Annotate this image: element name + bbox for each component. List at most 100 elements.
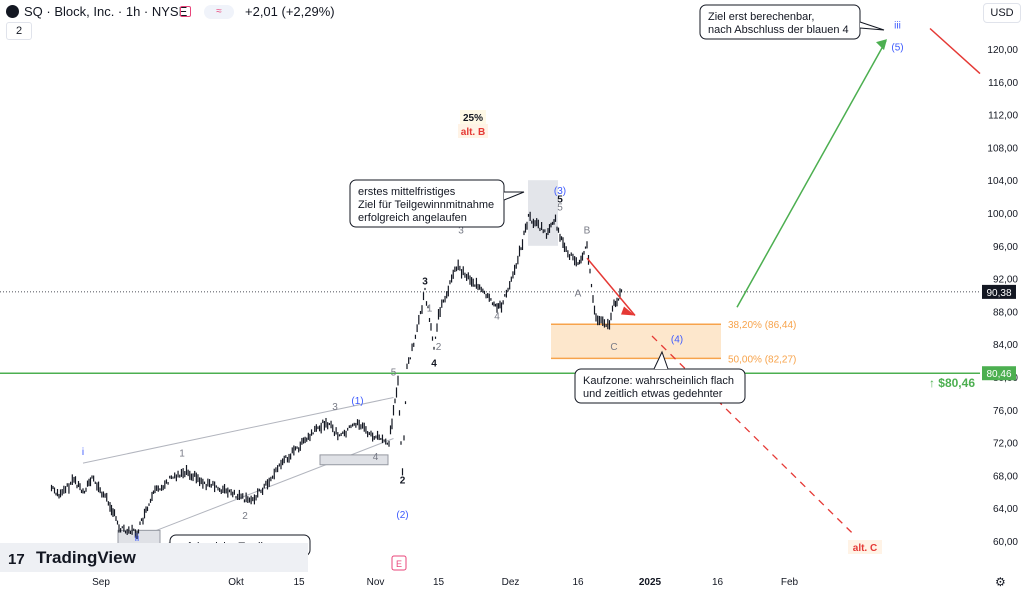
y-tick-label: 100,00 <box>987 209 1018 220</box>
y-tick-label: 108,00 <box>987 143 1018 154</box>
wave-label: 5 <box>557 194 563 205</box>
fib-level-label: 38,20% (86,44) <box>728 320 796 331</box>
wave-label: 2 <box>400 476 406 487</box>
buy-zone-note-text: Kaufzone: wahrscheinlich flach <box>583 375 734 387</box>
tradingview-wordmark: TradingView <box>36 548 136 567</box>
wave-label: 3 <box>422 276 428 287</box>
x-tick-label: Feb <box>781 577 799 588</box>
wave-label: 4 <box>373 452 379 463</box>
y-tick-label: 64,00 <box>993 504 1018 515</box>
y-tick-label: 92,00 <box>993 275 1018 286</box>
x-tick-label: 2025 <box>639 577 662 588</box>
symbol-logo-icon <box>6 5 19 18</box>
target-note-tail <box>859 21 885 31</box>
tradingview-logo[interactable]: 17 TradingView <box>0 543 308 572</box>
badge-bg <box>460 110 486 124</box>
wave-label: 1 <box>427 303 433 314</box>
alt-c-label: alt. C <box>853 543 877 554</box>
x-tick-label: 15 <box>293 577 305 588</box>
y-tick-label: 104,00 <box>987 176 1018 187</box>
profit-note-text: erfolgreich angelaufen <box>358 212 467 224</box>
wave-label: 2 <box>242 511 248 522</box>
support-level-tag: ↑ $80,46 <box>929 376 975 390</box>
support-price-box <box>982 366 1016 381</box>
target-up-line <box>736 40 887 308</box>
event-marker-label: E <box>396 559 402 569</box>
wave-label: (5) <box>891 43 903 54</box>
wave4-zone-box <box>319 454 389 466</box>
y-tick-label: 68,00 <box>993 471 1018 482</box>
x-tick-label: Nov <box>367 577 385 588</box>
wave-label: 4 <box>431 358 437 369</box>
x-tick-label: Sep <box>92 577 110 588</box>
symbol-title[interactable]: SQ · Block, Inc. · 1h · NYSE <box>24 4 188 19</box>
y-tick-label: 96,00 <box>993 242 1018 253</box>
target-note-text: Ziel erst berechenbar, <box>708 11 814 23</box>
wave-label: 1 <box>179 449 185 460</box>
wave-label: (2) <box>396 510 408 521</box>
wave-label: i <box>82 447 84 458</box>
badge-bg <box>848 540 882 554</box>
alt-b-label: alt. B <box>461 127 485 138</box>
badge-bg <box>458 124 488 138</box>
channel-upper-line <box>82 397 394 464</box>
target-note-text: nach Abschluss der blauen 4 <box>708 24 849 36</box>
buy-zone-note-text: und zeitlich etwas gedehnter <box>583 388 723 400</box>
wave-label: C <box>610 342 617 353</box>
layers-toggle[interactable]: 2 <box>6 22 32 40</box>
currency-selector[interactable]: USD <box>983 3 1021 23</box>
wave-label: 2 <box>436 342 442 353</box>
buy-zone-note-tail <box>653 350 669 370</box>
y-tick-label: 60,00 <box>993 537 1018 548</box>
y-tick-label: 84,00 <box>993 340 1018 351</box>
red-trend-line <box>929 27 981 75</box>
x-tick-label: Okt <box>228 577 244 588</box>
flag-icon[interactable] <box>180 6 191 17</box>
profit-note-tail <box>503 191 525 201</box>
y-tick-label: 116,00 <box>988 78 1018 89</box>
price-change: +2,01 (+2,29%) <box>245 4 335 19</box>
projection-down-line <box>586 257 636 316</box>
event-marker-box <box>391 555 407 571</box>
chart-header: SQ · Block, Inc. · 1h · NYSE ≈ +2,01 (+2… <box>0 0 980 40</box>
wave-label: 3 <box>458 226 464 237</box>
wave3-top-box <box>528 180 558 246</box>
y-tick-label: 72,00 <box>993 439 1018 450</box>
settings-gear-icon[interactable]: ⚙ <box>995 575 1006 589</box>
candles <box>50 211 623 539</box>
wave-label: (3) <box>554 186 566 197</box>
x-tick-label: 16 <box>572 577 584 588</box>
fib-level-label: 50,00% (82,27) <box>728 354 796 365</box>
wave-label: (4) <box>671 335 683 346</box>
y-tick-label: 112,00 <box>988 111 1018 122</box>
y-tick-label: 120,00 <box>987 45 1018 56</box>
support-price-label: 80,46 <box>986 369 1011 380</box>
wave-label: 4 <box>494 312 500 323</box>
projection-arrowhead <box>621 306 635 316</box>
wave-label: A <box>575 289 582 300</box>
alt-c-dashed-line <box>651 335 853 534</box>
x-tick-label: 15 <box>433 577 445 588</box>
x-tick-label: Dez <box>502 577 520 588</box>
wave-label: ii <box>135 533 139 544</box>
wave-label: (1) <box>351 396 363 407</box>
last-price-box <box>982 284 1016 299</box>
wave-label: iii <box>894 21 901 32</box>
wave-label: 5 <box>557 203 563 214</box>
compare-pill[interactable]: ≈ <box>204 5 234 19</box>
wave-label: 5 <box>391 367 397 378</box>
profit-note-text: Ziel für Teilgewinnmitnahme <box>358 199 494 211</box>
last-price-label: 90,38 <box>986 288 1011 299</box>
wave-label: B <box>584 226 591 237</box>
x-tick-label: 16 <box>712 577 724 588</box>
wave-label: 3 <box>332 402 338 413</box>
y-tick-label: 88,00 <box>993 307 1018 318</box>
y-tick-label: 76,00 <box>993 406 1018 417</box>
tradingview-mark-icon: 17 <box>8 551 25 568</box>
buy-zone <box>551 324 721 359</box>
profit-note-text: erstes mittelfristiges <box>358 186 456 198</box>
percent-badge: 25% <box>463 113 483 124</box>
target-arrowhead <box>876 39 887 51</box>
profit-note-box <box>349 179 505 228</box>
